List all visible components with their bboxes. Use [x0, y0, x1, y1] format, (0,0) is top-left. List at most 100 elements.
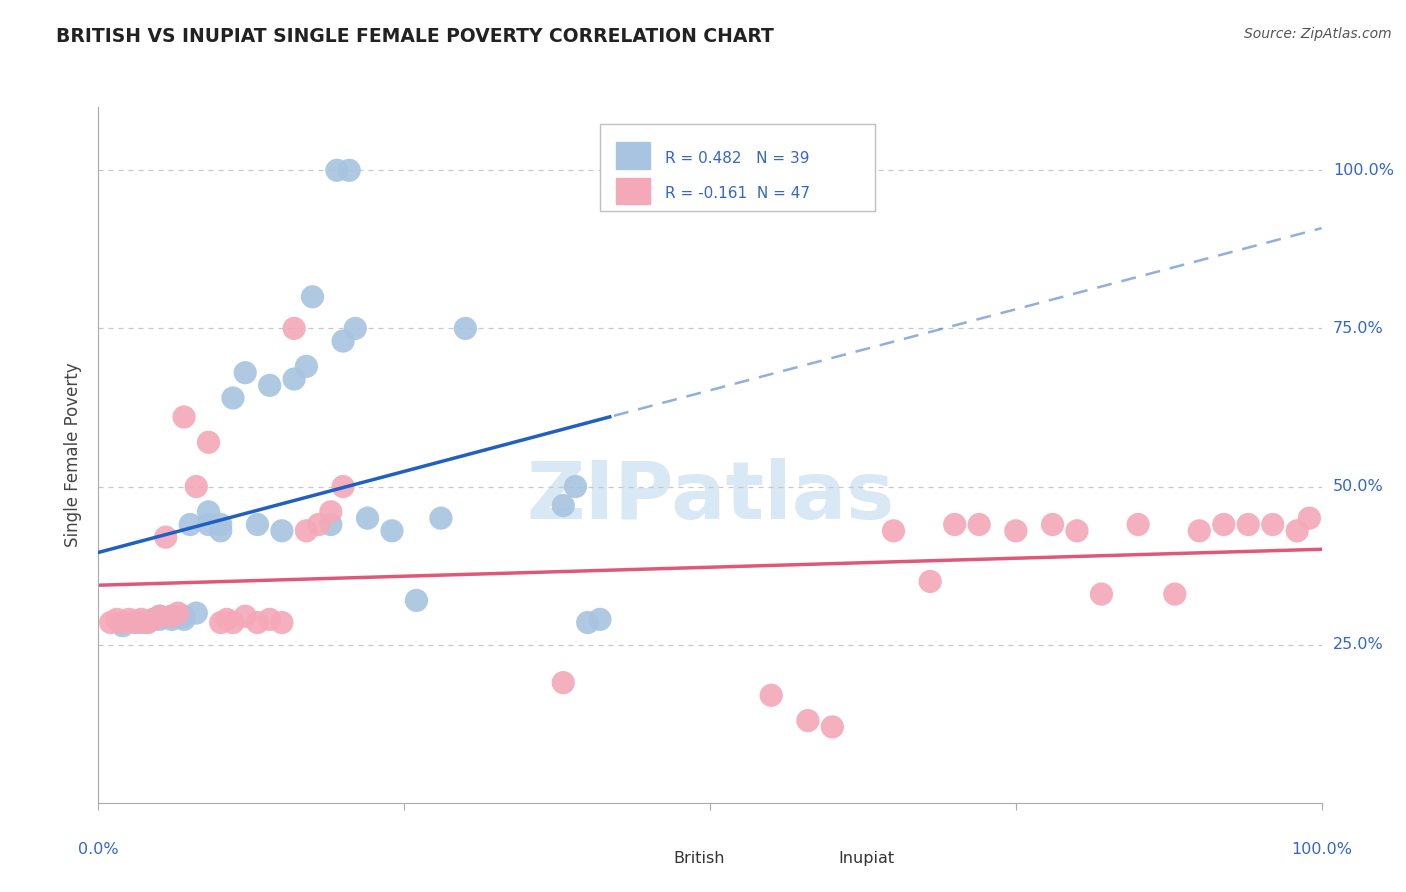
Point: [797, 714, 820, 728]
Y-axis label: Single Female Poverty: Single Female Poverty: [65, 363, 83, 547]
Point: [332, 479, 354, 493]
Point: [344, 321, 367, 335]
Text: 75.0%: 75.0%: [1333, 321, 1384, 336]
Point: [1261, 517, 1284, 532]
Point: [136, 615, 159, 630]
Text: Inupiat: Inupiat: [838, 851, 894, 866]
Point: [1042, 517, 1064, 532]
Point: [270, 524, 294, 538]
Point: [160, 612, 183, 626]
Point: [553, 675, 575, 690]
Point: [589, 612, 612, 626]
Text: Source: ZipAtlas.com: Source: ZipAtlas.com: [1244, 27, 1392, 41]
Point: [1237, 517, 1260, 532]
Point: [222, 391, 245, 405]
Point: [111, 618, 134, 632]
Point: [553, 499, 575, 513]
Text: BRITISH VS INUPIAT SINGLE FEMALE POVERTY CORRELATION CHART: BRITISH VS INUPIAT SINGLE FEMALE POVERTY…: [56, 27, 775, 45]
Point: [246, 517, 269, 532]
Text: 100.0%: 100.0%: [1291, 842, 1353, 856]
Text: R = -0.161  N = 47: R = -0.161 N = 47: [665, 186, 810, 201]
Point: [118, 612, 141, 626]
Point: [405, 593, 427, 607]
Point: [1164, 587, 1187, 601]
Point: [430, 511, 453, 525]
Point: [1066, 524, 1088, 538]
Point: [142, 612, 165, 626]
Point: [1090, 587, 1112, 601]
Point: [308, 517, 330, 532]
Point: [246, 615, 269, 630]
FancyBboxPatch shape: [790, 847, 824, 872]
Point: [222, 615, 245, 630]
Point: [1188, 524, 1211, 538]
Point: [149, 609, 172, 624]
Text: R = 0.482   N = 39: R = 0.482 N = 39: [665, 151, 810, 166]
Text: ZIPatlas: ZIPatlas: [526, 458, 894, 536]
Point: [173, 612, 195, 626]
Point: [319, 505, 342, 519]
Point: [454, 321, 477, 335]
Point: [100, 615, 122, 630]
Point: [943, 517, 966, 532]
Point: [209, 524, 232, 538]
Point: [209, 517, 232, 532]
Point: [967, 517, 990, 532]
Point: [821, 720, 844, 734]
Point: [381, 524, 404, 538]
Point: [270, 615, 294, 630]
Point: [283, 372, 305, 386]
Point: [326, 163, 349, 178]
Point: [173, 609, 195, 624]
Point: [155, 530, 177, 544]
Point: [167, 606, 190, 620]
Point: [149, 612, 172, 626]
Point: [111, 615, 134, 630]
Point: [160, 609, 183, 624]
Point: [920, 574, 942, 589]
Point: [142, 612, 165, 626]
Point: [576, 615, 599, 630]
Point: [186, 606, 208, 620]
Point: [129, 612, 152, 626]
Point: [1128, 517, 1150, 532]
Text: British: British: [673, 851, 725, 866]
Point: [332, 334, 354, 348]
Point: [1298, 511, 1320, 525]
FancyBboxPatch shape: [616, 178, 650, 204]
Point: [124, 615, 146, 630]
Point: [129, 615, 152, 630]
Text: 0.0%: 0.0%: [79, 842, 118, 856]
FancyBboxPatch shape: [600, 124, 875, 211]
Text: 100.0%: 100.0%: [1333, 163, 1393, 178]
Point: [356, 511, 378, 525]
Point: [1212, 517, 1234, 532]
Point: [197, 505, 219, 519]
Point: [295, 359, 318, 374]
Text: 25.0%: 25.0%: [1333, 637, 1384, 652]
Point: [179, 517, 201, 532]
Point: [761, 688, 783, 702]
Point: [564, 479, 586, 493]
Point: [337, 163, 360, 178]
FancyBboxPatch shape: [624, 847, 658, 872]
Point: [1286, 524, 1309, 538]
Point: [233, 366, 256, 380]
Point: [883, 524, 905, 538]
Point: [105, 612, 128, 626]
Point: [319, 517, 342, 532]
Point: [215, 612, 238, 626]
FancyBboxPatch shape: [616, 143, 650, 169]
Point: [160, 609, 183, 624]
Point: [301, 290, 323, 304]
Point: [209, 615, 232, 630]
Point: [186, 479, 208, 493]
Point: [295, 524, 318, 538]
Point: [173, 409, 195, 424]
Point: [1004, 524, 1026, 538]
Text: 50.0%: 50.0%: [1333, 479, 1384, 494]
Point: [136, 615, 159, 630]
Point: [233, 609, 256, 624]
Point: [149, 609, 172, 624]
Point: [197, 435, 219, 450]
